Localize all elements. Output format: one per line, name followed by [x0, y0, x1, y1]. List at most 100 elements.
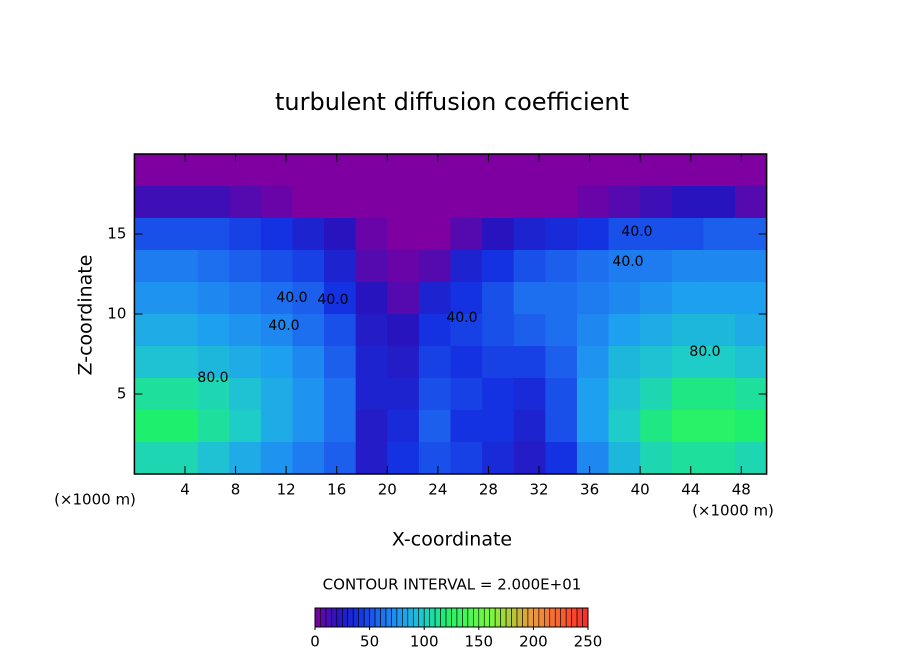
heatmap-cell	[513, 346, 546, 379]
heatmap-cell	[418, 154, 451, 187]
x-tick-label: 32	[529, 481, 548, 499]
heatmap-cell	[229, 442, 262, 475]
heatmap-cell	[355, 410, 388, 443]
colorbar-bin	[440, 607, 447, 628]
colorbar-bin	[391, 607, 398, 628]
heatmap-cell	[260, 218, 293, 251]
heatmap-cell	[418, 442, 451, 475]
heatmap-cell	[197, 378, 230, 411]
x-unit-label: (×1000 m)	[54, 491, 136, 509]
heatmap-cell	[640, 378, 673, 411]
heatmap-cell	[197, 410, 230, 443]
chart-title: turbulent diffusion coefficient	[275, 88, 629, 116]
heatmap-cell	[292, 378, 325, 411]
colorbar-bin	[511, 607, 518, 628]
colorbar-bin	[412, 607, 420, 628]
colorbar-bin	[582, 607, 589, 628]
heatmap-cell	[387, 314, 420, 347]
heatmap-cell	[324, 314, 357, 347]
colorbar-tick-label: 100	[410, 633, 439, 651]
heatmap-cell	[513, 218, 546, 251]
heatmap-cell	[324, 410, 357, 443]
y-tick-label: 15	[107, 225, 126, 243]
colorbar-bin	[456, 607, 463, 628]
heatmap-cell	[166, 442, 199, 475]
colorbar-bin	[527, 607, 534, 628]
contour-label: 40.0	[317, 292, 348, 308]
colorbar-bin	[341, 607, 349, 628]
heatmap-cell	[513, 378, 546, 411]
x-tick-label: 40	[631, 481, 650, 499]
heatmap-cell	[482, 314, 515, 347]
colorbar-bin	[380, 607, 387, 628]
heatmap-cell	[324, 282, 357, 315]
heatmap-cell	[703, 154, 736, 187]
heatmap-cell	[450, 346, 483, 379]
heatmap-cell	[608, 186, 641, 219]
colorbar-bin	[423, 607, 430, 628]
heatmap-cell	[324, 218, 357, 251]
heatmap-cell	[576, 218, 610, 251]
heatmap-cell	[734, 346, 768, 379]
heatmap-cell	[513, 154, 546, 187]
colorbar-bin	[396, 607, 403, 628]
heatmap-cell	[482, 346, 515, 379]
heatmap-cell	[166, 186, 199, 219]
heatmap-cell	[260, 250, 293, 283]
heatmap-cell	[513, 314, 546, 347]
heatmap-cell	[229, 282, 262, 315]
colorbar-bin	[565, 607, 572, 628]
heatmap-cell	[166, 250, 199, 283]
colorbar-tick-label: 250	[574, 633, 603, 651]
heatmap-cell	[608, 154, 641, 187]
heatmap-cell	[671, 378, 704, 411]
heatmap-cell	[134, 154, 167, 187]
heatmap-cell	[545, 410, 578, 443]
heatmap-cell	[134, 346, 167, 379]
heatmap-cell	[576, 282, 610, 315]
heatmap-cell	[418, 378, 451, 411]
colorbar-bin	[554, 607, 561, 628]
colorbar-tick-label: 50	[360, 633, 379, 651]
heatmap-cell	[387, 282, 420, 315]
heatmap-cell	[229, 410, 262, 443]
heatmap-cell	[418, 314, 451, 347]
heatmap-cell	[387, 378, 420, 411]
colorbar-tick-label: 200	[519, 633, 548, 651]
heatmap-cell	[545, 314, 578, 347]
heatmap-cell	[671, 314, 704, 347]
heatmap-cell	[292, 218, 325, 251]
colorbar-bin	[467, 607, 474, 628]
colorbar-bin	[325, 607, 332, 628]
heatmap-cell	[450, 314, 483, 347]
x-tick-label: 44	[681, 481, 700, 499]
heatmap-cell	[324, 346, 357, 379]
colorbar-bin	[560, 607, 567, 628]
heatmap-cell	[292, 154, 325, 187]
x-tick-label: 28	[479, 481, 498, 499]
heatmap-cell	[197, 186, 230, 219]
heatmap-cell	[640, 186, 673, 219]
contour-label: 40.0	[446, 310, 477, 326]
heatmap-cell	[703, 282, 736, 315]
heatmap-cell	[608, 250, 641, 283]
heatmap-cell	[576, 314, 610, 347]
heatmap-cell	[355, 218, 388, 251]
heatmap-cell	[576, 186, 610, 219]
heatmap-cell	[418, 410, 451, 443]
heatmap-cell	[387, 154, 420, 187]
heatmap-cell	[260, 346, 293, 379]
heatmap-cell	[166, 282, 199, 315]
heatmap-cell	[671, 250, 704, 283]
heatmap-cell	[387, 186, 420, 219]
colorbar-bin	[451, 607, 458, 628]
heatmap-cell	[260, 442, 293, 475]
heatmap-cell	[734, 250, 768, 283]
heatmap-cell	[166, 346, 199, 379]
heatmap-cell	[734, 442, 768, 475]
heatmap-cell	[513, 250, 546, 283]
heatmap-cell	[671, 218, 704, 251]
colorbar-bin	[352, 607, 359, 628]
heatmap-cell	[734, 410, 768, 443]
